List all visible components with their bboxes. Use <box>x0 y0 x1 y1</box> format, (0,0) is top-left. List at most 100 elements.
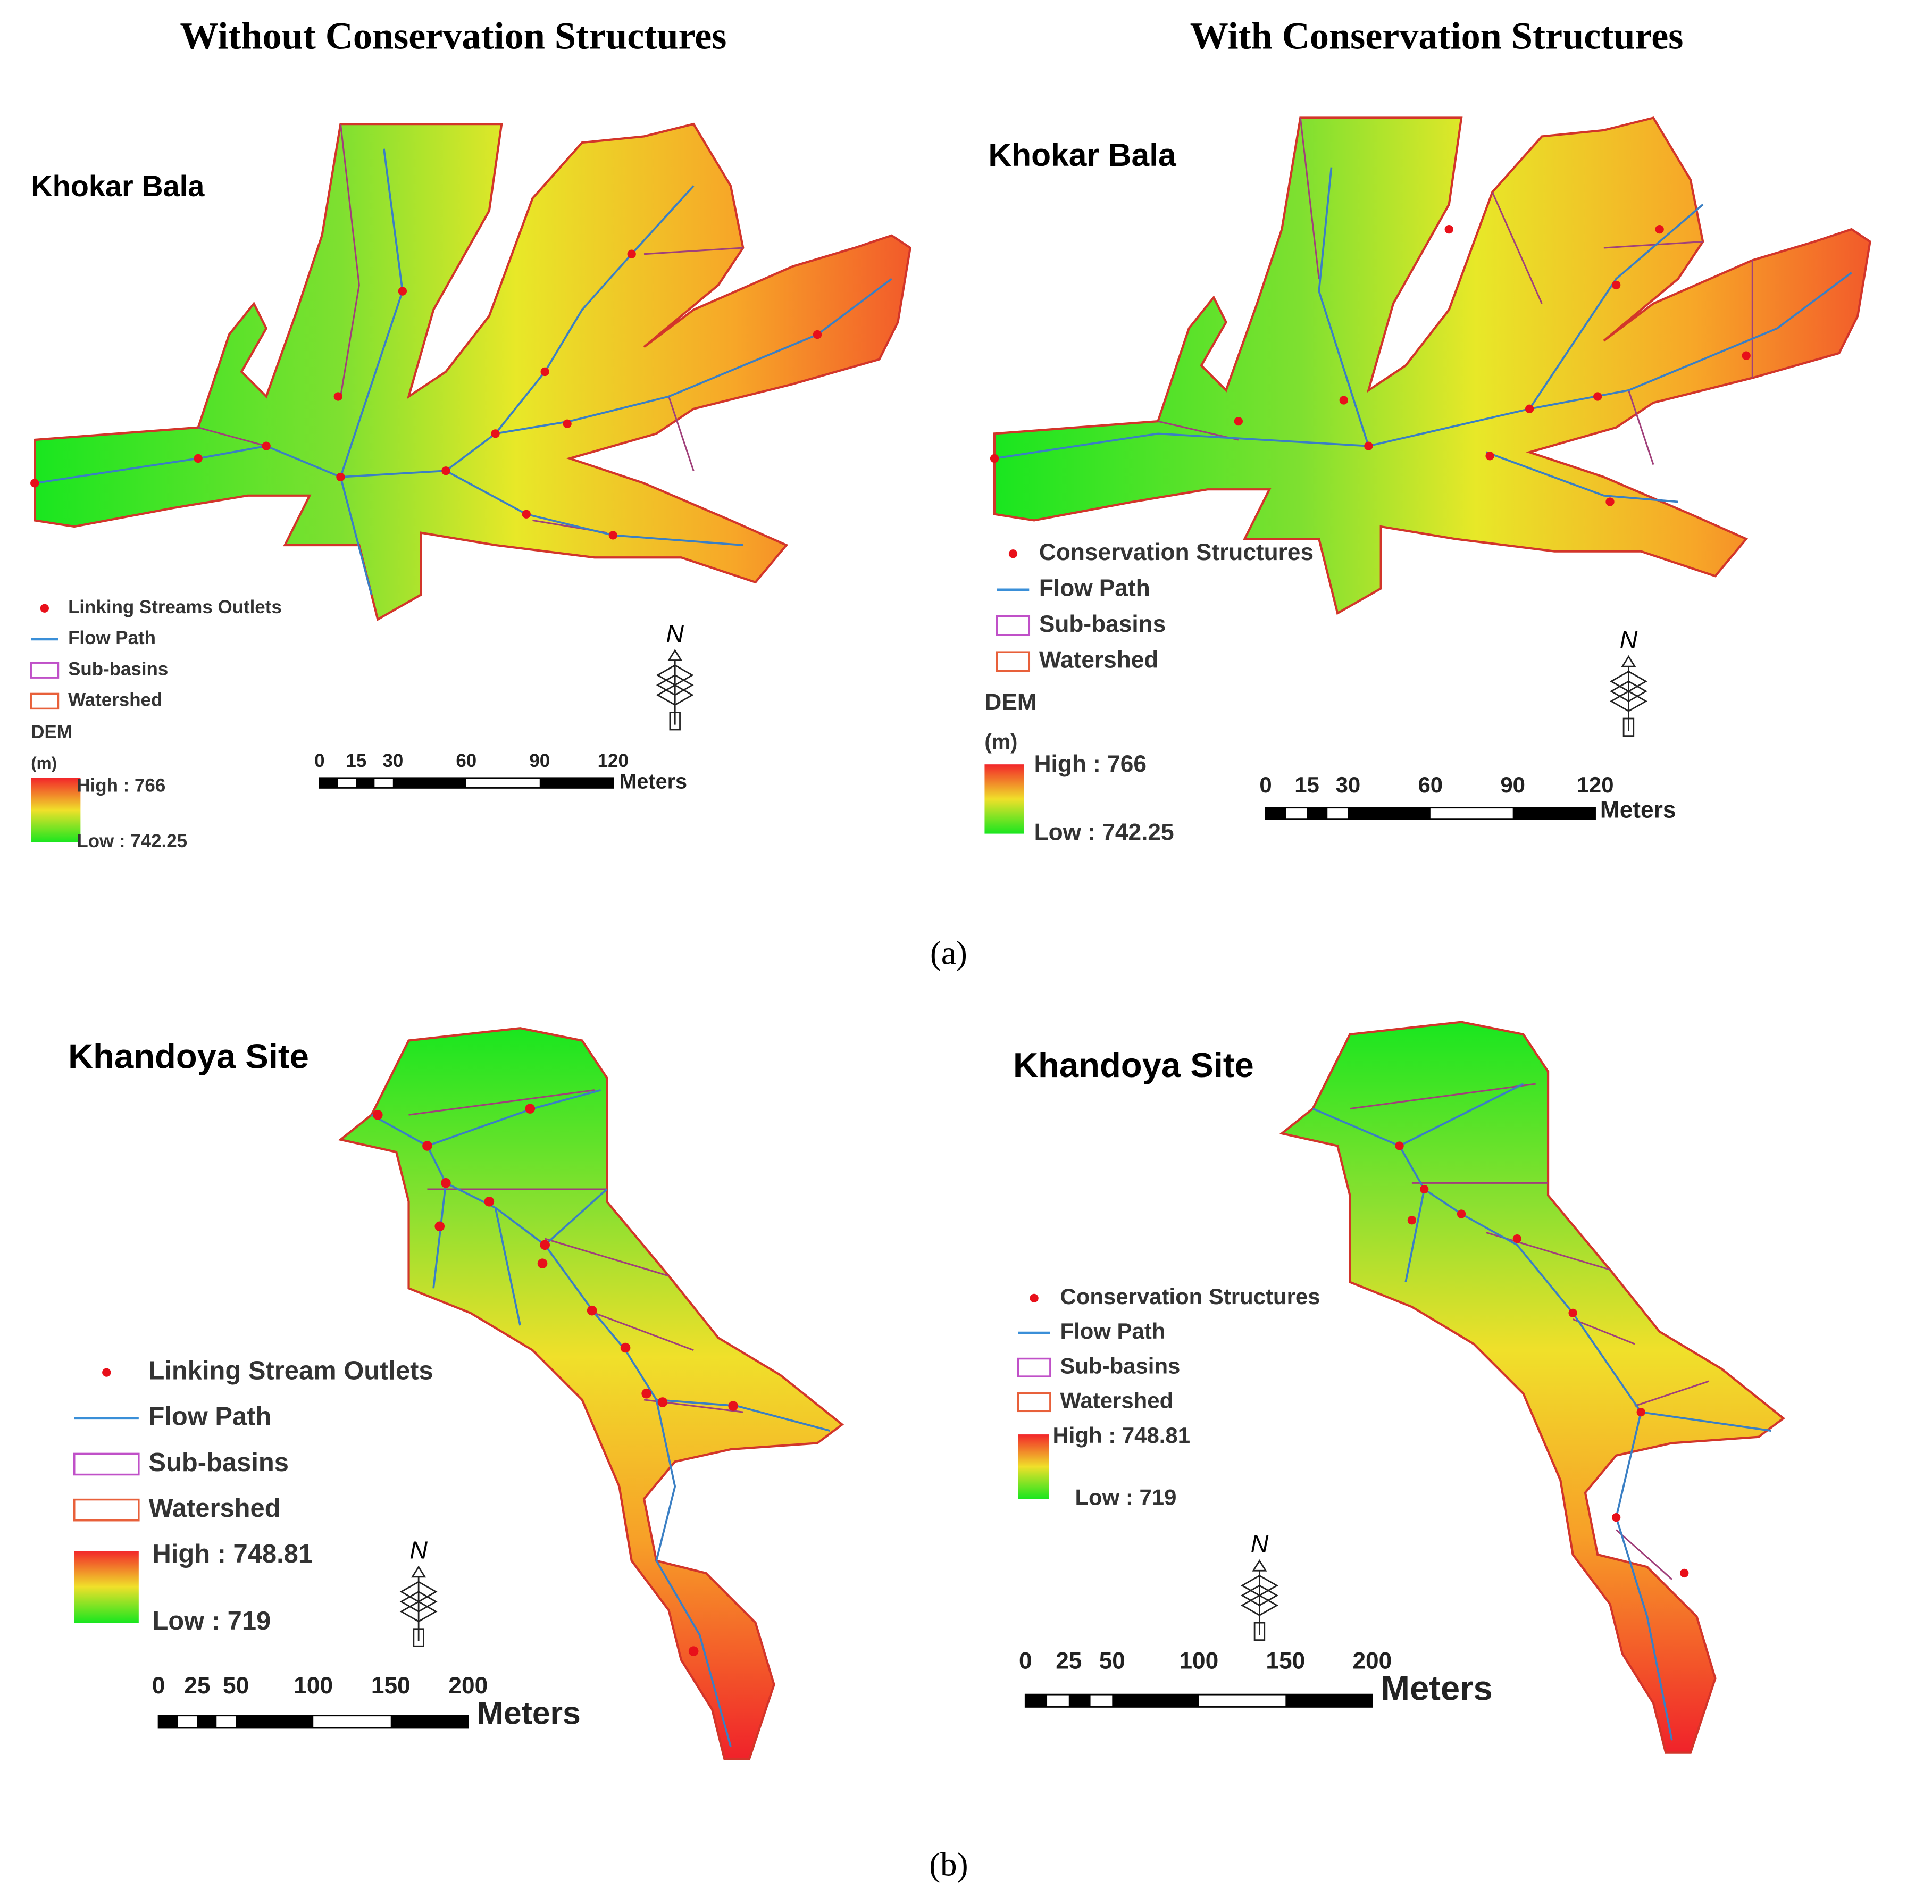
legend-label: Conservation Structures <box>1060 1284 1320 1309</box>
scale-bar-segment <box>319 778 338 788</box>
dem-ramp <box>984 764 1024 834</box>
sub-basins <box>408 1089 743 1413</box>
scale-tick-label: 60 <box>1418 772 1443 797</box>
scale-tick-label: 0 <box>1259 772 1272 797</box>
watershed <box>340 1028 842 1759</box>
scale-bar-segment <box>1512 807 1595 819</box>
outlets <box>30 249 822 540</box>
scale-tick-label: 60 <box>456 750 476 771</box>
outlets <box>372 1104 738 1656</box>
scale-unit: Meters <box>477 1695 581 1731</box>
north-label: N <box>1620 626 1638 654</box>
scale-tick-label: 25 <box>1056 1648 1082 1674</box>
panel-title: Khandoya Site <box>1013 1046 1254 1084</box>
scale-bar-segment <box>539 778 613 788</box>
sub-basins <box>1350 1083 1710 1580</box>
legend-label: Conservation Structures <box>1039 539 1314 565</box>
legend-symbol <box>30 662 60 679</box>
dem-high: High : 766 <box>77 775 165 796</box>
legend-symbol <box>1030 1293 1039 1303</box>
scale-tick-label: 100 <box>294 1673 333 1699</box>
legend-symbol <box>102 1368 111 1377</box>
dem-high: High : 748.81 <box>1053 1423 1191 1448</box>
legend-symbol <box>40 604 49 613</box>
scale-tick-label: 90 <box>1500 772 1525 797</box>
legend-symbol <box>73 1498 140 1522</box>
caption: (a) <box>930 934 967 972</box>
scale-tick-label: 30 <box>382 750 403 771</box>
watershed <box>1282 1022 1783 1753</box>
legend-symbol <box>73 1452 140 1476</box>
panel-title: Khokar Bala <box>31 169 205 203</box>
legend-symbol <box>996 651 1031 672</box>
north-label: N <box>1251 1530 1269 1558</box>
legend-label: Sub-basins <box>68 658 168 679</box>
scale-bar-segment <box>356 778 375 788</box>
scale-tick-label: 0 <box>314 750 324 771</box>
sub-basins <box>1158 118 1753 465</box>
legend-symbol <box>1008 549 1018 558</box>
dem-low: Low : 742.25 <box>77 831 187 851</box>
scale-tick-label: 150 <box>371 1673 411 1699</box>
scale-tick-label: 0 <box>1019 1648 1032 1674</box>
dem-low: Low : 719 <box>1075 1484 1176 1509</box>
scale-tick-label: 15 <box>346 750 366 771</box>
legend-label: Flow Path <box>148 1402 271 1431</box>
map-khandoya-left <box>340 1028 842 1759</box>
scale-bar-segment <box>1068 1694 1091 1707</box>
legend-label: Flow Path <box>1060 1318 1165 1343</box>
scale-bar-segment <box>392 778 466 788</box>
dem-label: DEM <box>31 722 72 742</box>
dem-high: High : 766 <box>1034 751 1147 777</box>
legend-label: Flow Path <box>1039 575 1150 602</box>
legend-label: Sub-basins <box>1039 611 1166 637</box>
north-arrow <box>656 649 694 731</box>
scale-tick-label: 90 <box>529 750 550 771</box>
column-header: With Conservation Structures <box>1190 14 1684 57</box>
legend-symbol <box>996 615 1031 636</box>
map-khokar-left <box>30 124 910 620</box>
dem-ramp <box>1018 1434 1049 1499</box>
column-header: Without Conservation Structures <box>180 14 726 57</box>
scale-tick-label: 30 <box>1336 772 1361 797</box>
north-label: N <box>666 620 684 647</box>
scale-bar-segment <box>197 1715 217 1728</box>
north-arrow <box>399 1565 438 1647</box>
scale-unit: Meters <box>1600 797 1676 823</box>
scale-bar-segment <box>1307 807 1328 819</box>
scale-bar-segment <box>1348 807 1431 819</box>
legend-symbol <box>1017 1357 1051 1377</box>
map-khokar-right <box>990 118 1870 614</box>
map-khandoya-right <box>1282 1022 1783 1753</box>
scale-unit: Meters <box>1381 1668 1493 1707</box>
scale-bar-segment <box>236 1715 314 1728</box>
north-arrow <box>1241 1559 1278 1641</box>
scale-bar-segment <box>1112 1694 1199 1707</box>
scale-tick-label: 50 <box>223 1673 249 1699</box>
scale-bar-segment <box>158 1715 178 1728</box>
scale-tick-label: 200 <box>448 1673 488 1699</box>
legend-symbol <box>1017 1392 1051 1413</box>
north-label: N <box>409 1536 428 1564</box>
dem-ramp <box>31 778 81 842</box>
dem-ramp <box>74 1550 139 1623</box>
scale-tick-label: 0 <box>152 1673 165 1699</box>
dem-unit: (m) <box>984 730 1017 754</box>
legend-label: Sub-basins <box>1060 1353 1180 1378</box>
structures <box>990 224 1751 506</box>
scale-tick-label: 25 <box>184 1673 210 1699</box>
scale-tick-label: 120 <box>1577 772 1614 797</box>
structures <box>1395 1141 1689 1578</box>
panel-title: Khokar Bala <box>988 137 1177 173</box>
scale-unit: Meters <box>619 770 687 794</box>
legend-symbol <box>30 692 60 710</box>
legend-label: Sub-basins <box>148 1448 289 1477</box>
north-arrow <box>1610 655 1647 737</box>
dem-high: High : 748.81 <box>152 1540 313 1568</box>
scale-tick-label: 15 <box>1294 772 1319 797</box>
legend-label: Watershed <box>68 690 162 711</box>
scale-tick-label: 50 <box>1099 1648 1125 1674</box>
dem-unit: (m) <box>31 754 57 772</box>
